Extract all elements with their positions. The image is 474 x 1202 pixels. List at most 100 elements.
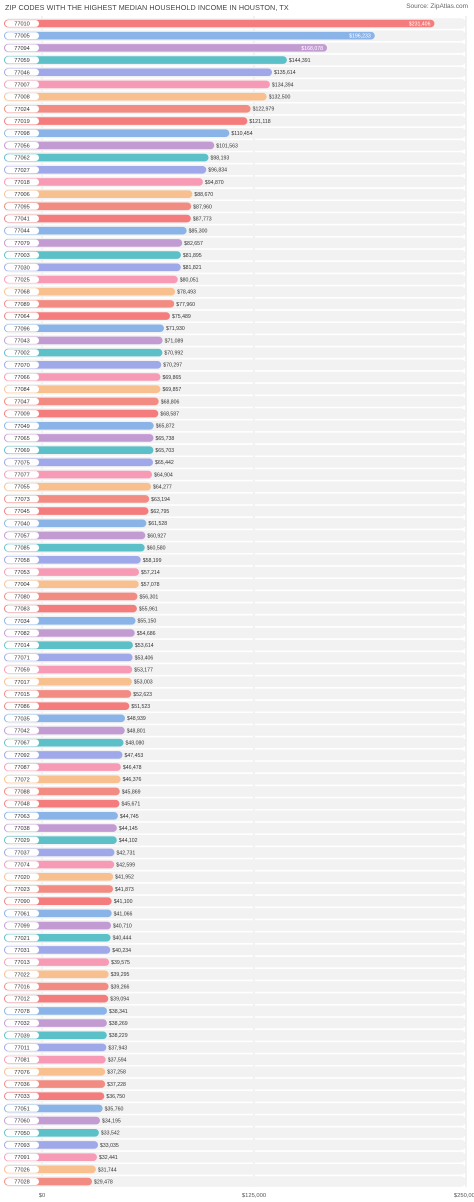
value-label: $41,066 <box>114 911 133 917</box>
zip-label-pill <box>5 1019 39 1027</box>
bar-track <box>4 1151 466 1163</box>
value-label: $53,614 <box>135 643 154 649</box>
bar-track <box>4 810 466 822</box>
zip-label: 77050 <box>14 1131 30 1137</box>
zip-label: 77095 <box>14 204 30 210</box>
zip-label: 77025 <box>14 277 30 283</box>
zip-label-pill <box>5 263 39 271</box>
bar <box>4 275 178 284</box>
zip-label: 77031 <box>14 948 30 954</box>
bar <box>4 239 183 247</box>
zip-label-pill <box>5 995 39 1003</box>
zip-label-pill <box>5 32 39 40</box>
value-label: $168,078 <box>301 46 323 52</box>
zip-label: 77070 <box>14 363 30 369</box>
zip-label-pill <box>5 1007 39 1015</box>
value-label: $38,229 <box>109 1033 128 1039</box>
value-label: $37,594 <box>108 1058 127 1064</box>
zip-label: 77021 <box>14 936 30 942</box>
zip-label-pill <box>5 836 39 844</box>
zip-label: 77076 <box>14 1070 30 1076</box>
value-label: $80,051 <box>180 277 199 283</box>
zip-label: 77033 <box>14 1094 30 1100</box>
zip-label-pill <box>5 849 39 856</box>
zip-label-pill <box>5 861 39 869</box>
bar <box>4 56 287 64</box>
zip-label-pill <box>5 288 39 296</box>
value-label: $85,300 <box>189 229 208 235</box>
value-label: $69,857 <box>162 387 181 393</box>
zip-label: 77045 <box>14 509 30 515</box>
zip-label: 77007 <box>14 82 30 88</box>
zip-label-pill <box>5 81 39 88</box>
zip-label: 77084 <box>14 387 30 393</box>
bar <box>4 31 375 40</box>
zip-label-pill <box>5 593 39 600</box>
zip-label-pill <box>5 373 39 381</box>
zip-label-pill <box>5 751 39 759</box>
value-label: $144,391 <box>289 58 311 64</box>
zip-label-pill <box>5 154 39 161</box>
zip-label-pill <box>5 1153 39 1161</box>
bar <box>4 348 163 357</box>
zip-label-pill <box>5 983 39 990</box>
zip-label: 77012 <box>14 997 30 1003</box>
value-label: $121,118 <box>249 119 270 125</box>
zip-label-pill <box>5 68 39 76</box>
zip-label: 77030 <box>14 265 30 271</box>
zip-label-pill <box>5 1056 39 1064</box>
value-label: $44,145 <box>119 826 138 832</box>
value-label: $39,575 <box>111 960 130 966</box>
zip-label: 77064 <box>14 314 30 320</box>
value-label: $40,710 <box>113 923 132 929</box>
bar-track <box>4 908 466 919</box>
bar-track <box>4 993 466 1004</box>
zip-label-pill <box>5 727 39 734</box>
zip-label-pill <box>5 1080 39 1088</box>
zip-label: 77039 <box>14 1033 30 1039</box>
value-label: $94,870 <box>205 180 224 186</box>
zip-label: 77078 <box>14 1009 30 1015</box>
value-label: $51,523 <box>131 704 150 710</box>
value-label: $45,671 <box>121 802 140 808</box>
value-label: $87,960 <box>193 204 212 210</box>
zip-label-pill <box>5 763 39 771</box>
zip-label-pill <box>5 227 39 235</box>
zip-label-pill <box>5 117 39 125</box>
value-label: $33,035 <box>100 1143 119 1149</box>
zip-label-pill <box>5 1165 39 1173</box>
zip-label: 77003 <box>14 253 30 259</box>
zip-label: 77080 <box>14 594 30 600</box>
bar-track <box>4 1176 466 1187</box>
zip-label: 77026 <box>14 1167 30 1173</box>
bar-track <box>4 1054 466 1065</box>
zip-label: 77077 <box>14 473 30 479</box>
zip-label-pill <box>5 934 39 942</box>
value-label: $42,731 <box>116 850 135 856</box>
zip-label-pill <box>5 312 39 320</box>
bar-track <box>4 895 466 907</box>
zip-label-pill <box>5 166 39 174</box>
zip-label-pill <box>5 824 39 832</box>
zip-label-pill <box>5 446 39 454</box>
zip-label: 77010 <box>14 22 30 28</box>
bar <box>4 92 267 101</box>
zip-label: 77034 <box>14 619 30 625</box>
zip-label-pill <box>5 20 39 27</box>
value-label: $37,228 <box>107 1082 126 1088</box>
bar-track <box>4 932 466 944</box>
value-label: $57,078 <box>141 582 160 588</box>
value-label: $135,614 <box>274 70 296 76</box>
bar-track <box>4 786 466 797</box>
zip-label-pill <box>5 958 39 966</box>
zip-label: 77056 <box>14 143 30 149</box>
bar <box>4 68 273 77</box>
value-label: $61,528 <box>148 521 167 527</box>
bar <box>4 531 146 540</box>
zip-label: 77058 <box>14 558 30 564</box>
zip-label: 77014 <box>14 643 30 649</box>
zip-label: 77019 <box>14 119 30 125</box>
zip-label-pill <box>5 349 39 357</box>
zip-label-pill <box>5 617 39 625</box>
zip-label-pill <box>5 556 39 564</box>
